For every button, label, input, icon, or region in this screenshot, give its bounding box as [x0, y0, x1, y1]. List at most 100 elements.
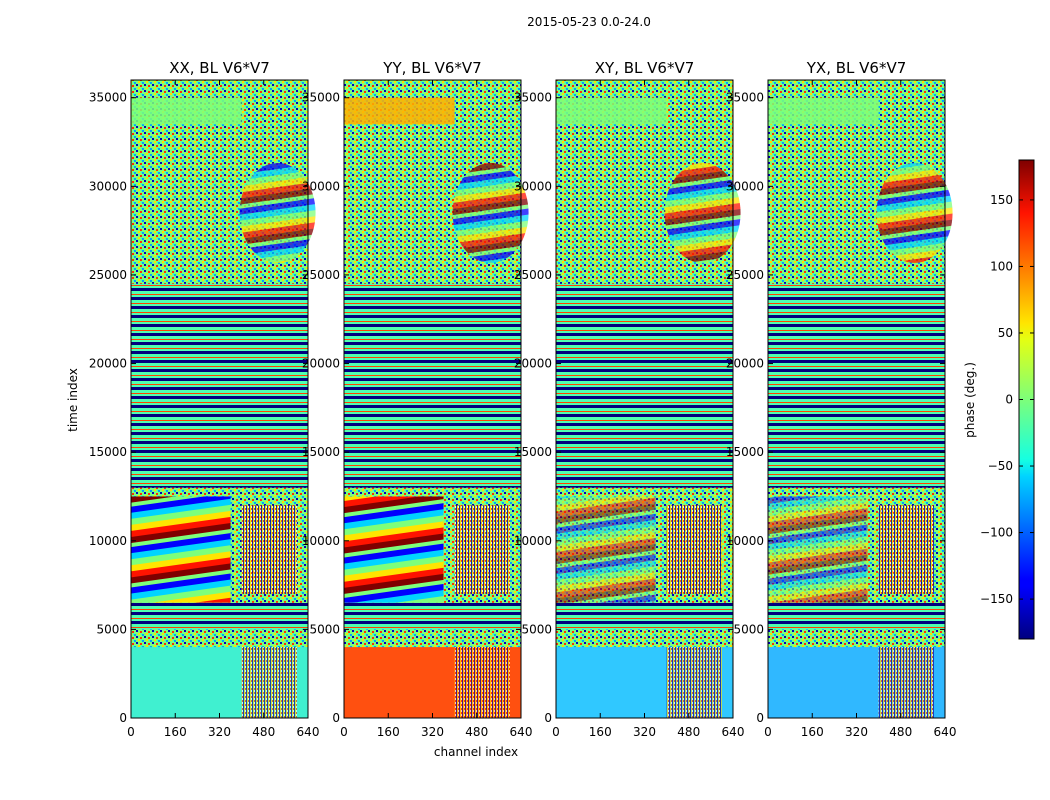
y-tick-label: 10000: [302, 534, 340, 548]
heatmap-yx-bottom-vlines: [878, 647, 934, 718]
heatmap-xx-fringe-right: [241, 505, 297, 594]
y-tick-label: 35000: [302, 91, 340, 105]
x-tick-label: 640: [934, 725, 957, 739]
heatmap-yy-fringe-band: [344, 496, 444, 603]
heatmap-xy-fringe-right: [666, 505, 722, 594]
y-tick-label: 30000: [89, 179, 127, 193]
panel-yx: YX, BL V6*V7 0 160 320 480 640 0 5000 10000 15000…: [726, 59, 957, 739]
y-tick-label: 30000: [726, 179, 764, 193]
x-tick-label: 0: [340, 725, 348, 739]
x-tick-label: 480: [889, 725, 912, 739]
y-tick-label: 25000: [302, 268, 340, 282]
panel-title-xx: XX, BL V6*V7: [169, 59, 270, 77]
y-tick-label: 35000: [89, 91, 127, 105]
heatmap-xx-bottom-vlines: [241, 647, 297, 718]
colorbar-tick-label: 50: [998, 326, 1013, 340]
panel-xy: XY, BL V6*V7 0 160 320 480 640 0 5000 10000 15000…: [514, 59, 745, 739]
colorbar-tick-label: 150: [990, 193, 1013, 207]
y-tick-label: 20000: [514, 357, 552, 371]
x-tick-label: 0: [552, 725, 560, 739]
x-tick-label: 640: [722, 725, 745, 739]
panel-xx: XX, BL V6*V7 0 160 320 480 640 0 5000 10000 15000…: [89, 59, 320, 739]
heatmap-xy-striped-band: [556, 283, 733, 488]
x-tick-label: 0: [764, 725, 772, 739]
x-tick-label: 0: [127, 725, 135, 739]
heatmap-yx-upper-fringe: [876, 162, 953, 263]
y-tick-label: 15000: [89, 445, 127, 459]
heatmap-xx-lower-stripes: [131, 602, 308, 630]
y-tick-label: 35000: [514, 91, 552, 105]
y-tick-label: 0: [544, 711, 552, 725]
y-axis-label: time index: [66, 368, 80, 432]
colorbar-tick-label: −50: [988, 459, 1013, 473]
heatmap-yx-striped-band: [768, 283, 945, 488]
y-tick-label: 10000: [514, 534, 552, 548]
heatmap-yx-top-band: [768, 97, 879, 125]
heatmap-xy-lower-stripes: [556, 602, 733, 630]
heatmap-yy-top-band: [344, 97, 455, 125]
x-tick-label: 160: [589, 725, 612, 739]
heatmap-yy-striped-band: [344, 283, 521, 488]
y-tick-label: 20000: [89, 357, 127, 371]
x-tick-label: 160: [164, 725, 187, 739]
heatmap-xx-upper-fringe: [239, 162, 316, 263]
heatmap-xx-fringe-band: [131, 496, 231, 603]
x-tick-label: 320: [633, 725, 656, 739]
y-tick-label: 20000: [726, 357, 764, 371]
colorbar: 150 100 50 0 −50 −100 −150 phase (deg.): [963, 159, 1035, 640]
y-tick-label: 10000: [89, 534, 127, 548]
heatmap-yx-lower-stripes: [768, 602, 945, 630]
y-tick-label: 30000: [302, 179, 340, 193]
x-tick-label: 160: [801, 725, 824, 739]
y-tick-label: 5000: [521, 622, 552, 636]
colorbar-label: phase (deg.): [963, 362, 977, 438]
x-tick-label: 320: [845, 725, 868, 739]
y-tick-label: 0: [756, 711, 764, 725]
colorbar-tick-label: 100: [990, 259, 1013, 273]
figure-title: 2015-05-23 0.0-24.0: [527, 15, 651, 29]
y-tick-label: 25000: [514, 268, 552, 282]
x-tick-label: 480: [677, 725, 700, 739]
y-tick-label: 30000: [514, 179, 552, 193]
y-tick-label: 15000: [726, 445, 764, 459]
heatmap-xx-top-band: [131, 97, 242, 125]
x-tick-label: 480: [252, 725, 275, 739]
y-tick-label: 25000: [726, 268, 764, 282]
y-tick-label: 10000: [726, 534, 764, 548]
heatmap-yx-fringe-band: [768, 496, 868, 603]
heatmap-yy-upper-fringe: [452, 162, 529, 263]
heatmap-yy-lower-stripes: [344, 602, 521, 630]
heatmap-yx-fringe-right: [878, 505, 934, 594]
y-tick-label: 0: [119, 711, 127, 725]
y-tick-label: 5000: [733, 622, 764, 636]
heatmap-xy-upper-fringe: [664, 162, 741, 263]
heatmap-yy-fringe-right: [454, 505, 510, 594]
x-tick-label: 640: [510, 725, 533, 739]
x-tick-label: 480: [465, 725, 488, 739]
y-tick-label: 5000: [309, 622, 340, 636]
heatmap-yy-bottom-vlines: [454, 647, 510, 718]
y-tick-label: 25000: [89, 268, 127, 282]
y-tick-label: 15000: [302, 445, 340, 459]
x-axis-label: channel index: [434, 745, 518, 759]
heatmap-xy-bottom-vlines: [666, 647, 722, 718]
y-tick-label: 0: [332, 711, 340, 725]
y-tick-label: 35000: [726, 91, 764, 105]
y-tick-label: 15000: [514, 445, 552, 459]
heatmap-xy-top-band: [556, 97, 667, 125]
x-tick-label: 640: [297, 725, 320, 739]
panel-title-xy: XY, BL V6*V7: [595, 59, 695, 77]
y-tick-label: 5000: [96, 622, 127, 636]
panel-yy: YY, BL V6*V7 0 160 320 480 640 0 5000 10000 15000…: [302, 59, 533, 739]
panel-title-yy: YY, BL V6*V7: [382, 59, 481, 77]
heatmap-xy-fringe-band: [556, 496, 656, 603]
x-tick-label: 320: [208, 725, 231, 739]
colorbar-tick-label: 0: [1005, 393, 1013, 407]
colorbar-tick-label: −150: [980, 592, 1013, 606]
heatmap-xx-striped-band: [131, 283, 308, 488]
x-tick-label: 320: [421, 725, 444, 739]
panel-title-yx: YX, BL V6*V7: [806, 59, 907, 77]
x-tick-label: 160: [377, 725, 400, 739]
panels: XX, BL V6*V7 0 160 320 480 640 0 5000 10000 15000…: [89, 59, 957, 739]
